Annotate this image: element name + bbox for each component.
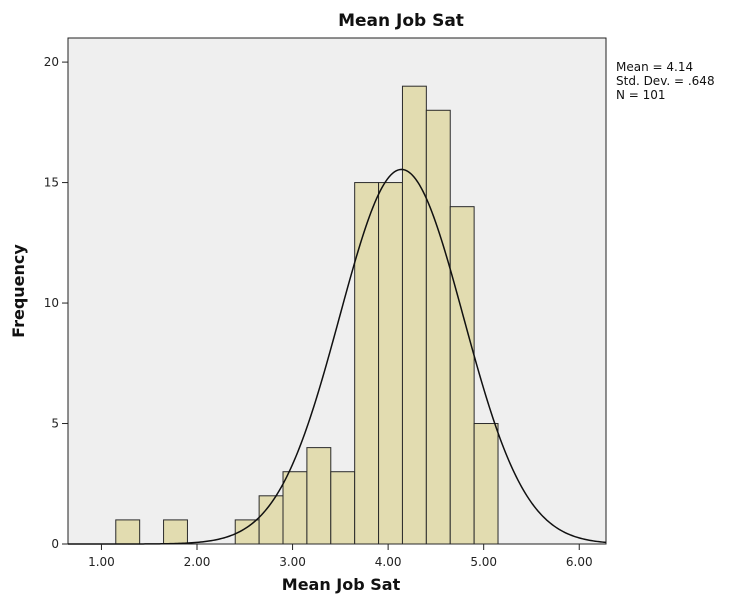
x-axis-ticks: 1.00 2.00 3.00 4.00 5.00 6.00 xyxy=(88,544,593,569)
y-axis-ticks: 0 5 10 15 20 xyxy=(44,55,68,551)
histogram-bar xyxy=(115,519,141,545)
histogram-bar xyxy=(449,206,475,545)
normal-curve xyxy=(68,168,607,545)
y-tick-label: 0 xyxy=(51,537,59,551)
histogram-bar xyxy=(163,519,188,545)
chart-title: Mean Job Sat xyxy=(338,11,464,31)
histogram-bar xyxy=(282,471,308,545)
stats-box: Mean = 4.14 Std. Dev. = .648 N = 101 xyxy=(616,60,715,102)
y-axis-title: Frequency xyxy=(9,244,28,338)
histogram-bar xyxy=(425,109,451,545)
histogram-bar xyxy=(306,447,332,545)
histogram-bar xyxy=(401,85,427,545)
stats-n: N = 101 xyxy=(616,88,666,102)
x-tick-label: 6.00 xyxy=(566,555,593,569)
histogram-bar xyxy=(378,182,403,545)
y-tick-label: 20 xyxy=(44,55,59,69)
x-tick-label: 4.00 xyxy=(375,555,402,569)
x-axis-title: Mean Job Sat xyxy=(282,575,401,594)
x-tick-label: 3.00 xyxy=(279,555,306,569)
histogram-bar xyxy=(473,423,499,545)
x-tick-label: 5.00 xyxy=(470,555,497,569)
histogram-bar xyxy=(354,182,380,545)
stats-sd: Std. Dev. = .648 xyxy=(616,74,715,88)
y-tick-label: 10 xyxy=(44,296,59,310)
y-tick-label: 5 xyxy=(51,417,59,431)
histogram-bar xyxy=(330,471,356,545)
plot-area xyxy=(67,37,607,545)
y-tick-label: 15 xyxy=(44,176,59,190)
x-tick-label: 1.00 xyxy=(88,555,115,569)
stats-mean: Mean = 4.14 xyxy=(616,60,693,74)
x-tick-label: 2.00 xyxy=(184,555,211,569)
